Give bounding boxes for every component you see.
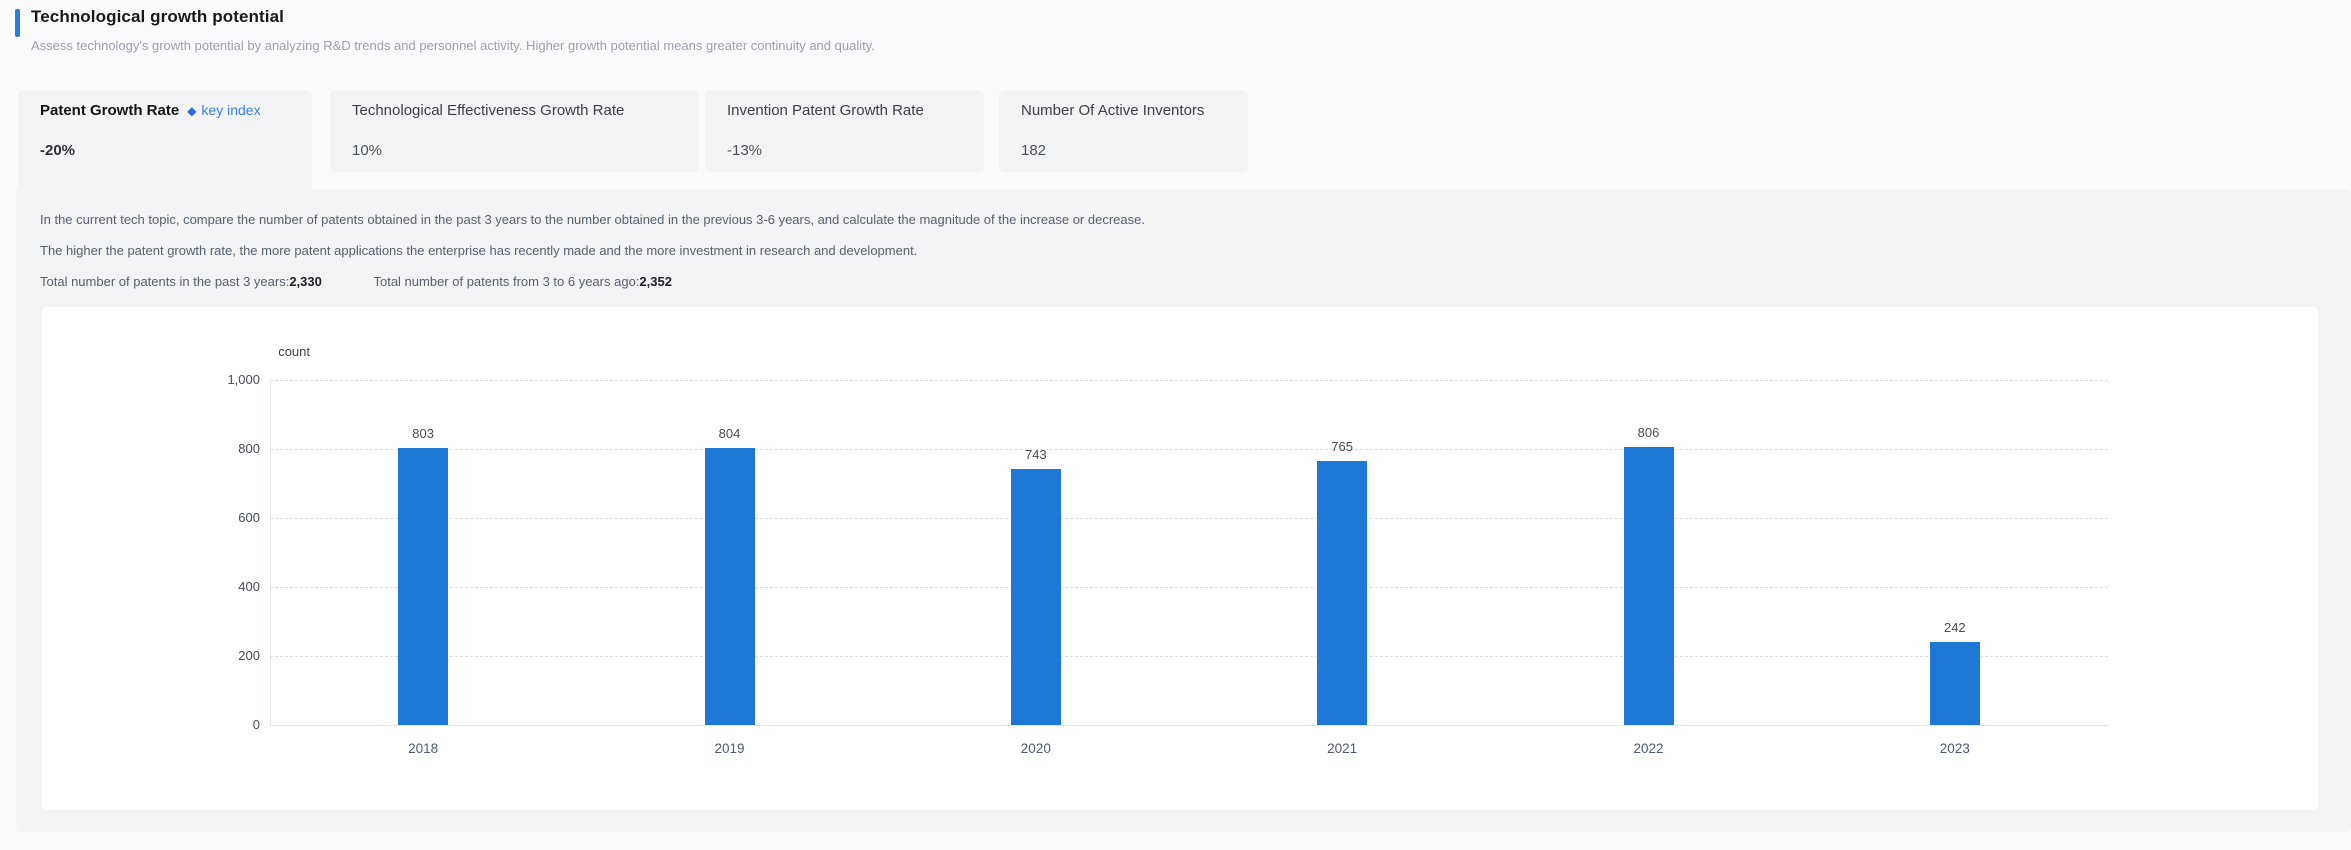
description-line-2: The higher the patent growth rate, the m… (40, 243, 918, 258)
bar-value-label: 804 (718, 426, 741, 441)
description-line-1: In the current tech topic, compare the n… (40, 212, 1145, 227)
tab-invention-patent-growth-rate[interactable]: Invention Patent Growth Rate -13% (705, 90, 984, 172)
x-tick-label: 2018 (408, 741, 439, 756)
bar-2022[interactable] (1623, 447, 1674, 725)
bar-value-label: 803 (412, 426, 434, 441)
key-index-badge: key index (201, 102, 261, 118)
tab-value: 10% (352, 142, 383, 159)
x-tick-label: 2019 (714, 741, 745, 756)
bar-2020[interactable] (1010, 469, 1061, 725)
bar-2018[interactable] (398, 448, 449, 725)
bar-value-label: 806 (1637, 425, 1660, 440)
y-axis-title: count (278, 344, 310, 359)
tab-value: 182 (1021, 142, 1047, 159)
tab-patent-growth-rate[interactable]: Patent Growth Rate ◆ key index -20% (18, 90, 312, 190)
total-label: Total number of patents from 3 to 6 year… (373, 274, 640, 289)
bar-2023[interactable] (1929, 642, 1980, 725)
bar-value-label: 242 (1943, 620, 1966, 635)
total-value: 2,352 (639, 274, 672, 289)
tab-number-of-active-inventors[interactable]: Number Of Active Inventors 182 (999, 90, 1248, 172)
y-tick-label: 600 (238, 510, 260, 525)
patent-count-chart-card: count 0 200 400 600 800 1,000 803 2018 804 2019 74… (42, 307, 2318, 810)
tab-label: Invention Patent Growth Rate (727, 102, 924, 119)
bar-value-label: 743 (1024, 447, 1047, 462)
tab-label-text: Patent Growth Rate (40, 102, 180, 119)
total-value: 2,330 (289, 274, 322, 289)
totals-row: Total number of patents in the past 3 ye… (40, 274, 672, 289)
total-label: Total number of patents in the past 3 ye… (40, 274, 290, 289)
tab-value: -20% (40, 142, 76, 159)
bar-2019[interactable] (704, 448, 755, 725)
gridline (270, 518, 2108, 519)
patent-growth-rate-panel: In the current tech topic, compare the n… (16, 190, 2351, 832)
x-tick-label: 2023 (1939, 741, 1970, 756)
x-axis-line (270, 725, 2108, 726)
gridline (270, 380, 2108, 381)
title-accent-bar (15, 9, 20, 37)
total-patents-3-to-6-years-ago: Total number of patents from 3 to 6 year… (373, 274, 671, 289)
x-tick-label: 2020 (1020, 741, 1051, 756)
gridline (270, 656, 2108, 657)
gridline (270, 449, 2108, 450)
y-tick-label: 1,000 (227, 372, 260, 387)
y-tick-label: 0 (252, 717, 260, 732)
y-axis-line (270, 380, 271, 725)
tab-label: Number Of Active Inventors (1021, 102, 1205, 119)
x-tick-label: 2021 (1327, 741, 1358, 756)
bar-value-label: 765 (1331, 439, 1353, 454)
key-index-diamond-icon: ◆ (187, 104, 197, 118)
tab-technological-effectiveness-growth-rate[interactable]: Technological Effectiveness Growth Rate … (330, 90, 699, 172)
bar-chart-plot-area: 0 200 400 600 800 1,000 803 2018 804 2019 743 2020 7… (227, 372, 2108, 756)
y-tick-label: 400 (238, 579, 260, 594)
y-tick-label: 200 (238, 648, 260, 663)
page-title: Technological growth potential (31, 7, 284, 26)
tab-value: -13% (727, 142, 763, 159)
tab-label: Technological Effectiveness Growth Rate (352, 102, 625, 119)
x-tick-label: 2022 (1633, 741, 1664, 756)
gridline (270, 587, 2108, 588)
y-tick-label: 800 (238, 441, 260, 456)
bar-2021[interactable] (1317, 461, 1368, 725)
total-patents-past-3-years: Total number of patents in the past 3 ye… (40, 274, 322, 289)
tab-label: Patent Growth Rate ◆ key index (40, 102, 300, 119)
page-subtitle: Assess technology's growth potential by … (31, 38, 875, 53)
